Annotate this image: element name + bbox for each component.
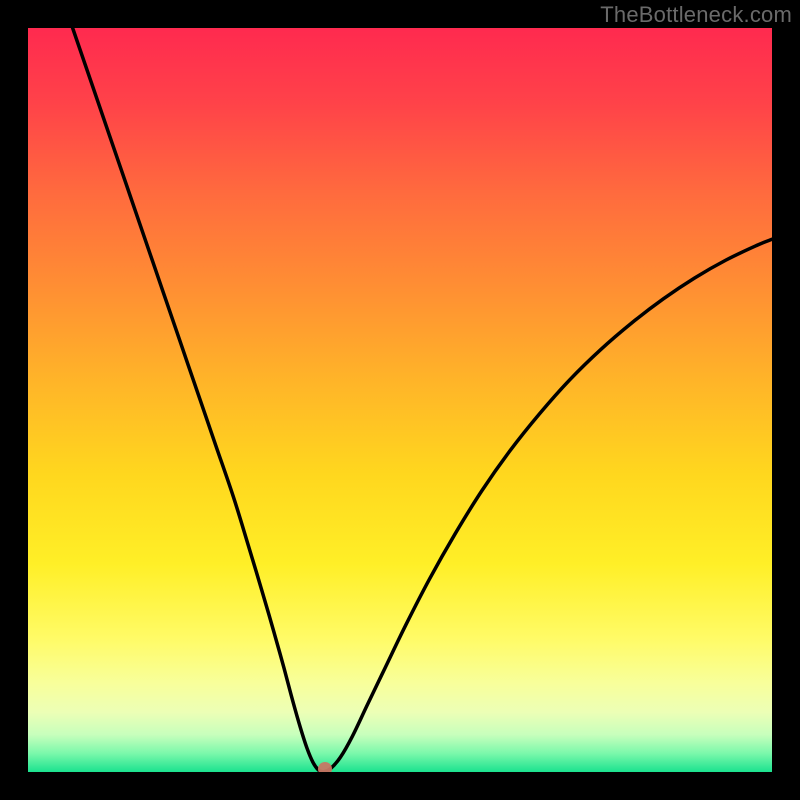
right-branch-path bbox=[323, 239, 772, 772]
left-branch-path bbox=[73, 28, 323, 772]
watermark-text: TheBottleneck.com bbox=[600, 2, 792, 28]
curve-layer bbox=[28, 28, 772, 772]
plot-area bbox=[28, 28, 772, 772]
vertex-marker bbox=[318, 762, 332, 772]
